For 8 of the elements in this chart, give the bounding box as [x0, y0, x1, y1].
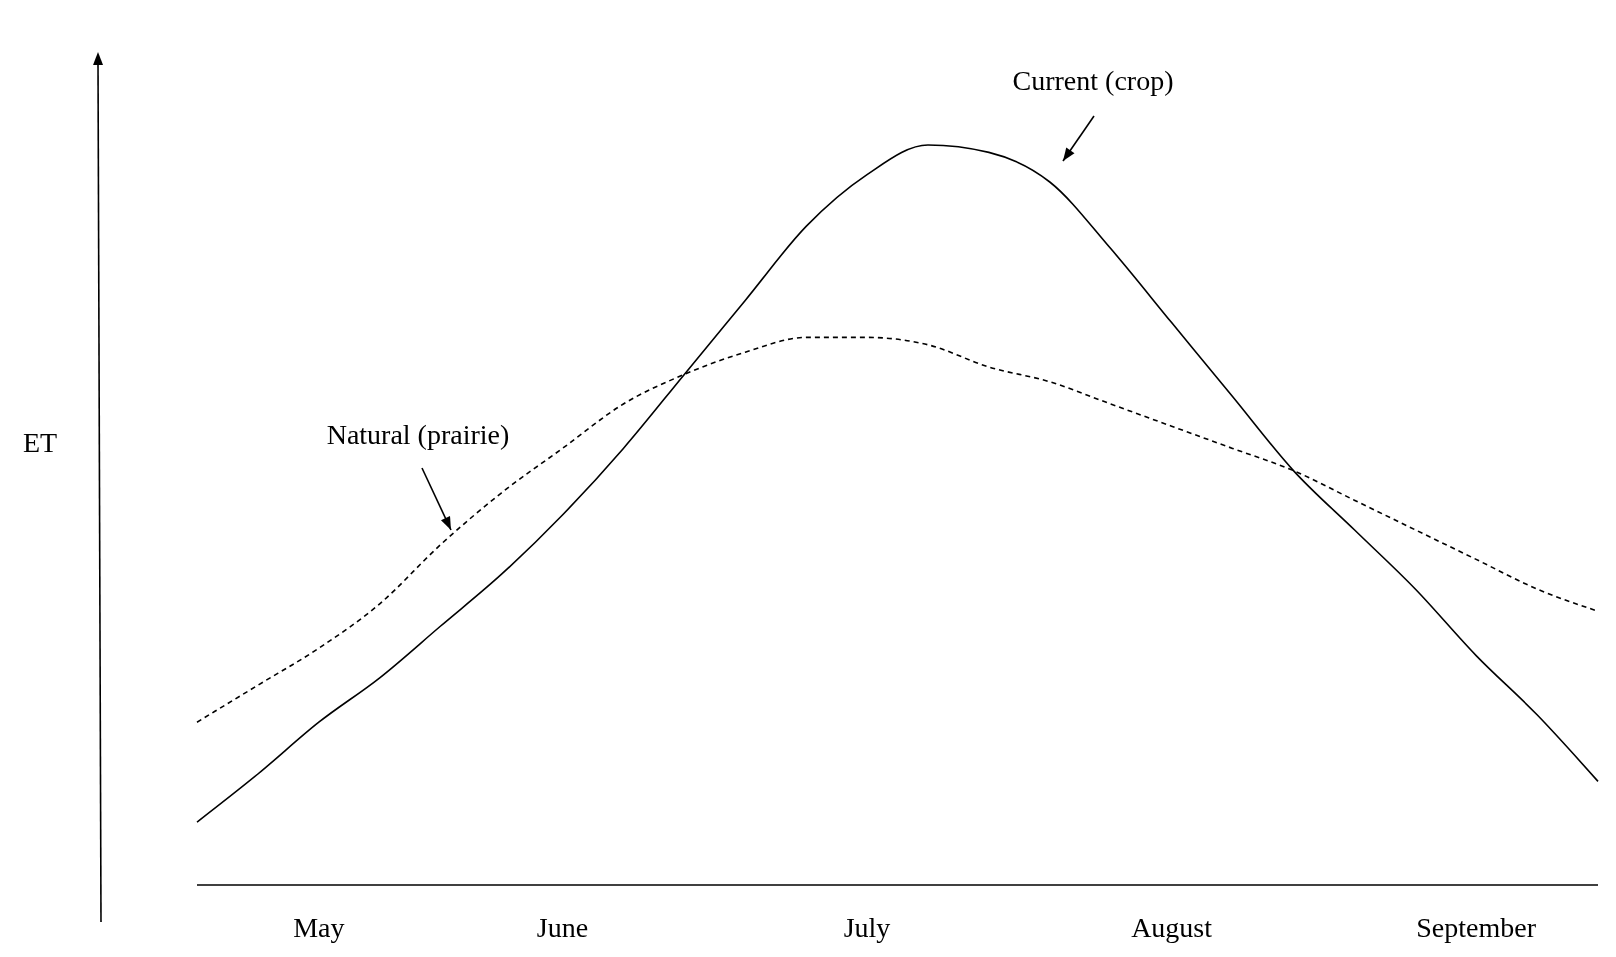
x-tick-label: August — [1131, 912, 1213, 943]
series-label: Natural (prairie) — [326, 419, 510, 450]
text: Current (crop) — [1012, 65, 1174, 96]
y-axis-title: ET — [22, 427, 58, 458]
x-tick-label: May — [293, 912, 345, 943]
x-tick-label: June — [536, 912, 589, 943]
x-tick-label: September — [1416, 912, 1537, 943]
x-tick-label: July — [843, 912, 891, 943]
